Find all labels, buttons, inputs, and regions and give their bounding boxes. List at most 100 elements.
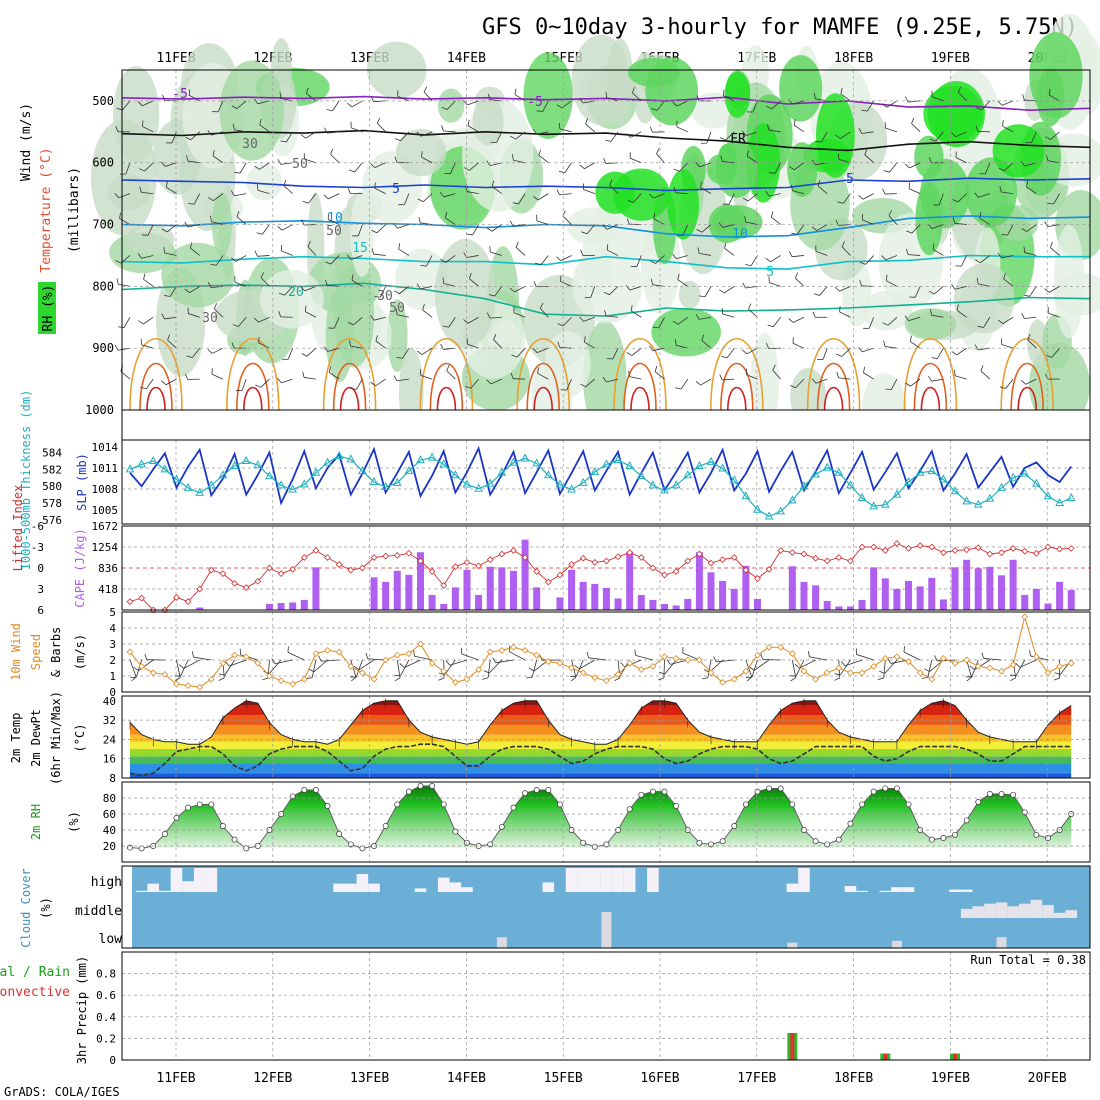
surface-wind-barb-flag	[924, 668, 930, 672]
upper-wind-barb-flag	[793, 119, 796, 126]
precip-convective-bar	[953, 1053, 958, 1060]
upper-wind-barb-flag	[719, 289, 725, 294]
upper-wind-barb-flag	[748, 303, 752, 310]
rh-point	[731, 823, 738, 829]
precip-tick: 0	[109, 1054, 116, 1067]
upper-wind-barb	[448, 317, 456, 328]
upper-wind-barb	[121, 100, 131, 111]
upper-wind-barb	[213, 193, 224, 202]
cape-bar	[440, 603, 448, 610]
upper-wind-barb-flag	[909, 335, 912, 342]
upper-wind-barb	[171, 131, 177, 144]
thickness-point	[880, 499, 890, 508]
upper-wind-barb	[655, 255, 665, 264]
contour-label: 30	[242, 137, 258, 152]
upper-wind-barb-flag	[556, 256, 562, 262]
upper-wind-barb	[838, 159, 851, 164]
thickness-point	[485, 478, 495, 487]
upper-wind-barb	[539, 308, 549, 318]
surface-wind-barb	[716, 659, 735, 663]
surface-wind-barb-flag	[840, 661, 846, 667]
upper-wind-barb-flag	[164, 295, 171, 297]
upper-wind-barb	[352, 316, 363, 326]
lifted-index-point	[881, 547, 889, 554]
date-label-bottom: 15FEB	[544, 1071, 583, 1086]
upper-wind-barb-flag	[395, 308, 398, 315]
upper-wind-barb-flag	[536, 110, 543, 112]
upper-wind-barb	[260, 277, 270, 287]
upper-wind-barb	[630, 310, 642, 318]
rh-shading-blob	[350, 191, 374, 277]
upper-wind-barb	[141, 344, 154, 349]
upper-wind-barb-flag	[1047, 202, 1054, 205]
wind-speed-point	[475, 666, 482, 673]
wind-frame	[121, 611, 1091, 693]
warm-temperature-contour	[419, 337, 474, 411]
upper-wind-barb-flag	[512, 202, 519, 205]
surface-wind-barb-flag	[483, 670, 490, 674]
rh-point	[382, 823, 389, 829]
li-tick: 6	[37, 604, 44, 617]
upper-wind-barb	[518, 193, 526, 205]
high-cloud-bar	[844, 886, 857, 892]
surface-wind-barb	[670, 659, 688, 665]
middle-cloud-bar	[984, 903, 996, 918]
upper-wind-barb	[675, 192, 688, 195]
wind-speed-point	[986, 664, 994, 672]
pressure-tick-label: 800	[92, 279, 114, 293]
upper-wind-barb-flag	[278, 292, 285, 296]
upper-wind-barb-flag	[627, 200, 634, 203]
cape-bar	[277, 602, 285, 610]
thickness-point	[973, 499, 983, 508]
surface-wind-barb-flag	[262, 677, 269, 681]
upper-wind-barb	[400, 131, 410, 142]
cape-bar	[661, 603, 669, 610]
lifted-index-point	[1009, 545, 1017, 552]
upper-wind-barb	[932, 249, 944, 256]
lifted-index-point	[254, 577, 262, 585]
upper-wind-barb	[746, 347, 758, 355]
lifted-index-point	[347, 566, 355, 574]
upper-wind-barb-flag	[439, 191, 445, 198]
precip-convective-label: Convective	[0, 985, 70, 1000]
surface-wind-barb-flag	[413, 650, 415, 657]
upper-wind-barb-flag	[811, 226, 818, 231]
isotherm-FR	[121, 129, 1091, 152]
lifted-index-point	[138, 594, 145, 602]
upper-wind-barb-flag	[697, 247, 700, 254]
upper-wind-barb	[931, 224, 944, 230]
surface-wind-barb	[966, 659, 972, 678]
rh-point	[673, 803, 680, 809]
lifted-index-point	[486, 556, 494, 563]
high-cloud-bar	[414, 888, 427, 892]
upper-wind-barb	[1024, 162, 1037, 167]
upper-wind-barb	[1047, 224, 1060, 228]
upper-wind-barb-flag	[997, 319, 1004, 324]
upper-wind-barb-flag	[325, 261, 331, 265]
upper-wind-barb	[747, 156, 758, 164]
upper-wind-barb-flag	[788, 99, 793, 105]
wind-speed-point	[463, 675, 471, 683]
surface-wind-barb-flag	[1054, 672, 1061, 675]
rh-point	[1010, 791, 1017, 798]
upper-wind-barb	[931, 314, 944, 318]
lifted-index-point	[173, 594, 180, 601]
upper-wind-barb-flag	[817, 180, 821, 187]
warm-temperature-contour	[322, 337, 377, 411]
upper-wind-barb	[978, 193, 991, 198]
upper-wind-barb-flag	[741, 130, 747, 136]
cape-bar	[556, 597, 564, 610]
surface-wind-barb-flag	[179, 664, 185, 669]
thickness-point	[323, 457, 332, 466]
slp-label: SLP (mb)	[75, 453, 89, 511]
thickness-point	[753, 504, 762, 513]
lifted-index-point	[521, 554, 529, 561]
rh-shading-blob	[246, 163, 283, 201]
precip-convective-bar	[883, 1053, 888, 1060]
upper-wind-barb	[1047, 160, 1060, 164]
upper-wind-barb-flag	[442, 325, 449, 328]
upper-wind-barb	[636, 255, 642, 267]
upper-wind-barb	[537, 373, 549, 380]
upper-wind-barb	[911, 123, 921, 133]
